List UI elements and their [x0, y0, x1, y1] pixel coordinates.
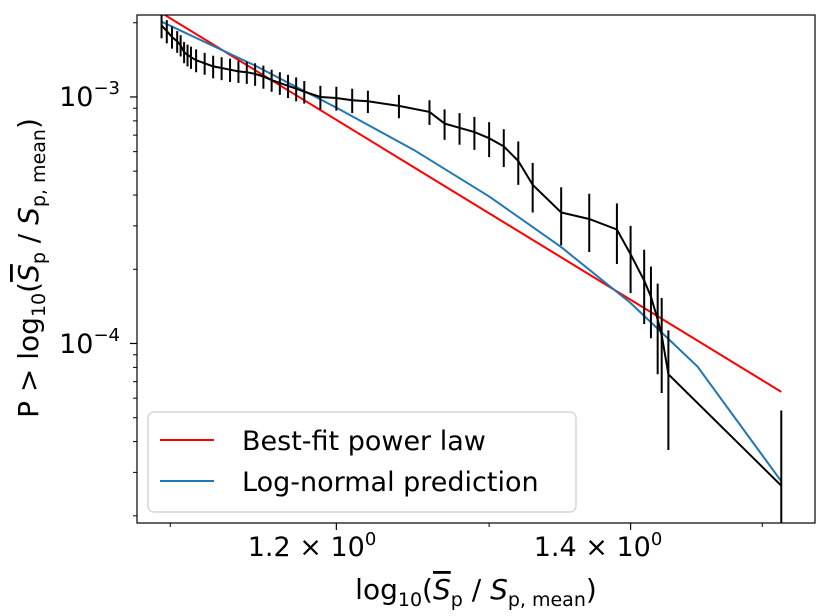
legend-box: [147, 411, 577, 513]
x-tick-label-1: 1.2 × 100: [248, 529, 377, 563]
y-axis-label: P > log10(Sp / Sp, mean): [12, 118, 50, 418]
tick-layer: [130, 22, 763, 530]
legend-label-log-normal: Log-normal prediction: [242, 467, 539, 498]
y-tick-label-2: 10−4: [59, 325, 120, 360]
y-tick-label-1: 10−3: [59, 78, 120, 113]
log-normal-line: [161, 20, 783, 482]
data-layer: [160, 15, 783, 523]
legend: Best-fit power law Log-normal prediction: [147, 411, 577, 513]
x-tick-label-2: 1.4 × 100: [534, 529, 663, 563]
x-axis-label: log10(Sp / Sp, mean): [355, 573, 597, 611]
legend-label-power-law: Best-fit power law: [242, 426, 486, 457]
data-line: [160, 24, 783, 487]
plot-frame: [136, 14, 816, 524]
